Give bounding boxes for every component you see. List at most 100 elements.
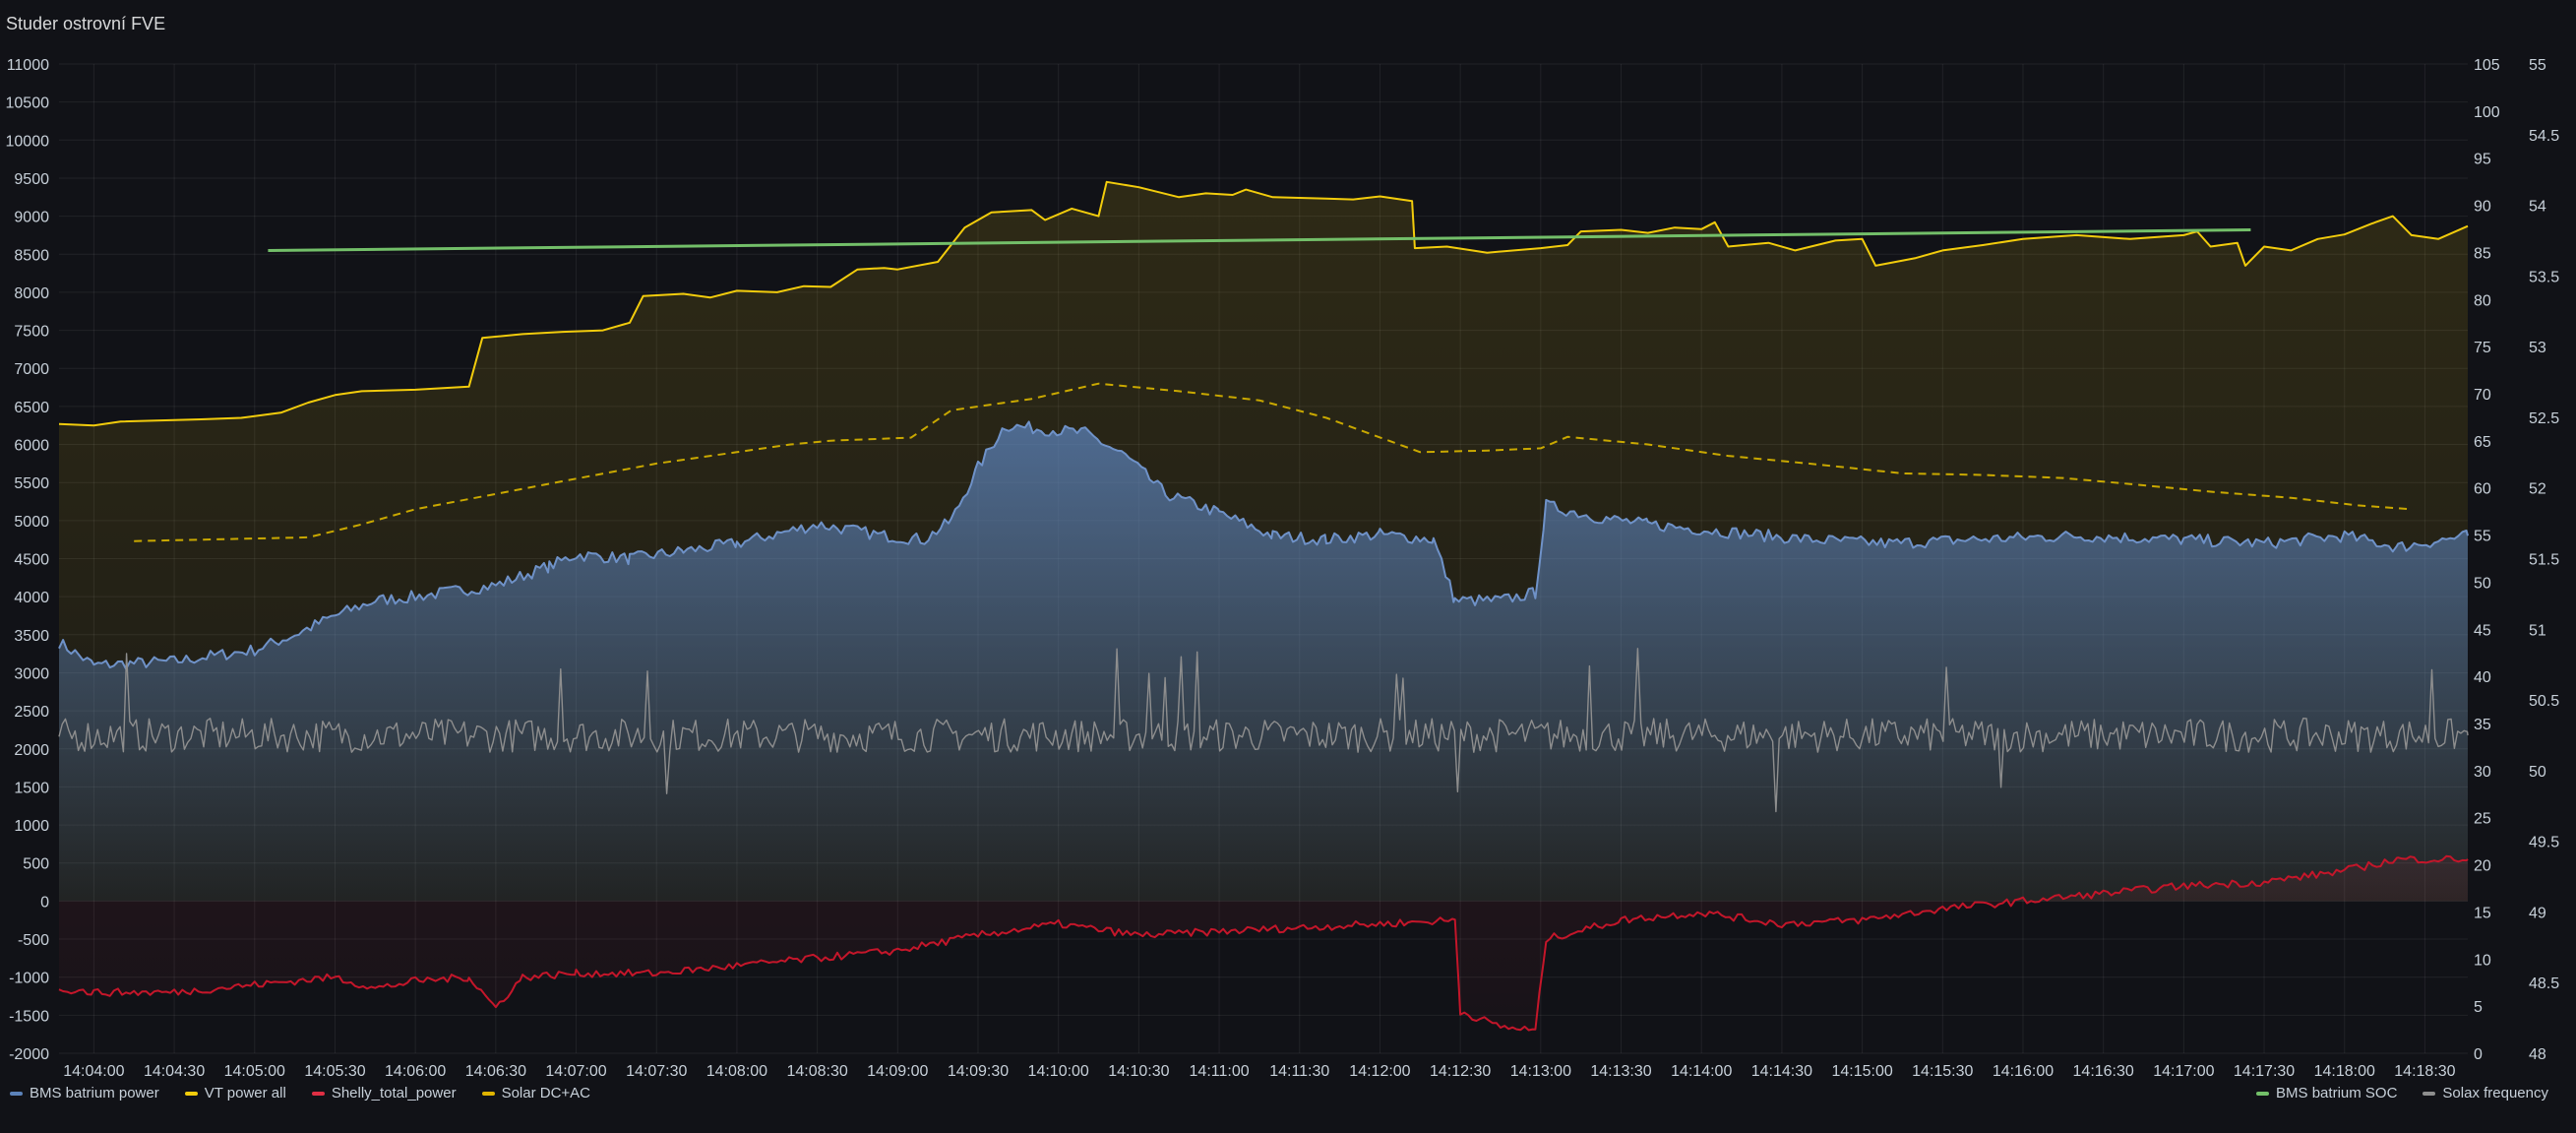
x-tick-label: 14:12:00 — [1349, 1063, 1410, 1080]
y-right2-tick-label: 55 — [2529, 57, 2546, 74]
y-right2-tick-label: 53 — [2529, 340, 2546, 356]
legend-swatch — [481, 1091, 495, 1096]
y-left-tick-label: 7000 — [14, 361, 49, 378]
series-line-shelly-total-power — [58, 854, 2469, 1032]
legend-label: VT power all — [204, 1085, 286, 1102]
y-right2-tick-label: 51 — [2529, 622, 2546, 639]
y-left-tick-label: -500 — [18, 932, 49, 949]
y-left-tick-label: 9500 — [14, 171, 49, 188]
y-left-tick-label: 5500 — [14, 475, 49, 492]
x-tick-label: 14:06:30 — [465, 1063, 526, 1080]
y-right1-tick-label: 45 — [2474, 622, 2491, 639]
series-line-bms-batrium-soc — [268, 228, 2251, 252]
y-right1-tick-label: 0 — [2474, 1046, 2483, 1063]
y-right1-tick-label: 5 — [2474, 999, 2483, 1016]
legend-item[interactable]: VT power all — [184, 1085, 286, 1102]
x-tick-label: 14:09:30 — [948, 1063, 1009, 1080]
y-right1-tick-label: 80 — [2474, 292, 2491, 309]
axis-labels: 1100010500100009500900085008000750070006… — [6, 57, 2560, 1080]
y-right2-tick-label: 51.5 — [2529, 552, 2559, 569]
legend-label: Solar DC+AC — [501, 1085, 591, 1102]
y-left-tick-label: 10500 — [6, 95, 50, 112]
y-left-tick-label: 3000 — [14, 665, 49, 682]
y-left-tick-label: 7500 — [14, 324, 49, 341]
y-left-tick-label: 8000 — [14, 285, 49, 302]
y-right2-tick-label: 54 — [2529, 199, 2546, 216]
legend-left: BMS batrium power VT power all Shelly_tota… — [10, 1085, 590, 1102]
x-tick-label: 14:18:00 — [2314, 1063, 2375, 1080]
x-tick-label: 14:04:30 — [144, 1063, 205, 1080]
x-tick-label: 14:13:30 — [1590, 1063, 1651, 1080]
y-right2-tick-label: 48 — [2529, 1046, 2546, 1063]
x-tick-label: 14:13:00 — [1510, 1063, 1571, 1080]
x-tick-label: 14:14:00 — [1671, 1063, 1732, 1080]
y-right2-tick-label: 53.5 — [2529, 269, 2559, 285]
legend-swatch — [2256, 1091, 2270, 1096]
y-right1-tick-label: 95 — [2474, 152, 2491, 168]
legend-label: Shelly_total_power — [331, 1085, 457, 1102]
y-right1-tick-label: 85 — [2474, 245, 2491, 262]
y-right1-tick-label: 20 — [2474, 858, 2491, 875]
legend-item[interactable]: BMS batrium SOC — [2256, 1085, 2397, 1102]
y-left-tick-label: 5000 — [14, 514, 49, 531]
legend-item[interactable]: BMS batrium power — [10, 1085, 159, 1102]
y-left-tick-label: 1000 — [14, 818, 49, 835]
y-left-tick-label: 0 — [40, 894, 49, 911]
x-tick-label: 14:07:30 — [626, 1063, 687, 1080]
y-left-tick-label: 8500 — [14, 247, 49, 264]
legend-label: BMS batrium power — [30, 1085, 159, 1102]
y-left-tick-label: 1500 — [14, 780, 49, 796]
y-left-tick-label: 11000 — [7, 57, 49, 74]
x-tick-label: 14:15:30 — [1912, 1063, 1973, 1080]
y-right1-tick-label: 105 — [2474, 57, 2500, 74]
series-line-solax-frequency — [58, 648, 2469, 813]
legend-item[interactable]: Solax frequency — [2423, 1085, 2548, 1102]
legend-swatch — [311, 1091, 325, 1096]
y-left-tick-label: 4500 — [14, 552, 49, 569]
y-right1-tick-label: 70 — [2474, 387, 2491, 404]
x-tick-label: 14:05:00 — [224, 1063, 285, 1080]
series-line-bms-batrium-power — [58, 420, 2469, 670]
legend-item[interactable]: Shelly_total_power — [311, 1085, 457, 1102]
x-tick-label: 14:17:30 — [2234, 1063, 2295, 1080]
y-right1-tick-label: 75 — [2474, 340, 2491, 356]
y-left-tick-label: 2000 — [14, 742, 49, 759]
y-right2-tick-label: 50 — [2529, 764, 2546, 781]
y-right1-tick-label: 55 — [2474, 529, 2491, 545]
y-left-tick-label: 10000 — [6, 133, 50, 150]
legend-swatch — [2423, 1091, 2436, 1096]
y-right2-tick-label: 48.5 — [2529, 976, 2559, 992]
x-tick-label: 14:16:00 — [1993, 1063, 2054, 1080]
y-right1-tick-label: 25 — [2474, 811, 2491, 828]
legend-item[interactable]: Solar DC+AC — [481, 1085, 591, 1102]
y-right2-tick-label: 52.5 — [2529, 410, 2559, 427]
y-right1-tick-label: 60 — [2474, 481, 2491, 498]
series-area-shelly-total-power — [59, 855, 2468, 1031]
y-right2-tick-label: 52 — [2529, 481, 2546, 498]
x-tick-label: 14:15:00 — [1831, 1063, 1892, 1080]
x-tick-label: 14:09:00 — [867, 1063, 928, 1080]
y-left-tick-label: -1500 — [9, 1008, 49, 1025]
x-tick-label: 14:16:30 — [2073, 1063, 2134, 1080]
y-left-tick-label: 2500 — [14, 704, 49, 721]
y-right1-tick-label: 15 — [2474, 905, 2491, 921]
x-tick-label: 14:05:30 — [304, 1063, 365, 1080]
x-tick-label: 14:08:30 — [786, 1063, 847, 1080]
y-right2-tick-label: 49 — [2529, 905, 2546, 921]
y-right1-tick-label: 65 — [2474, 434, 2491, 451]
y-left-tick-label: 6500 — [14, 400, 49, 416]
legend-right: BMS batrium SOC Solax frequency — [2256, 1085, 2548, 1102]
y-left-tick-label: 6000 — [14, 438, 49, 455]
x-tick-label: 14:06:00 — [385, 1063, 446, 1080]
y-right1-tick-label: 30 — [2474, 764, 2491, 781]
legend-label: Solax frequency — [2442, 1085, 2548, 1102]
y-left-tick-label: 9000 — [14, 210, 49, 226]
y-right2-tick-label: 54.5 — [2529, 128, 2559, 145]
y-right1-tick-label: 10 — [2474, 952, 2491, 969]
x-tick-label: 14:14:30 — [1751, 1063, 1812, 1080]
series-line-solar-dc-ac — [134, 382, 2412, 542]
y-right1-tick-label: 35 — [2474, 717, 2491, 733]
x-tick-label: 14:11:00 — [1190, 1063, 1250, 1080]
y-left-tick-label: -1000 — [9, 971, 49, 987]
